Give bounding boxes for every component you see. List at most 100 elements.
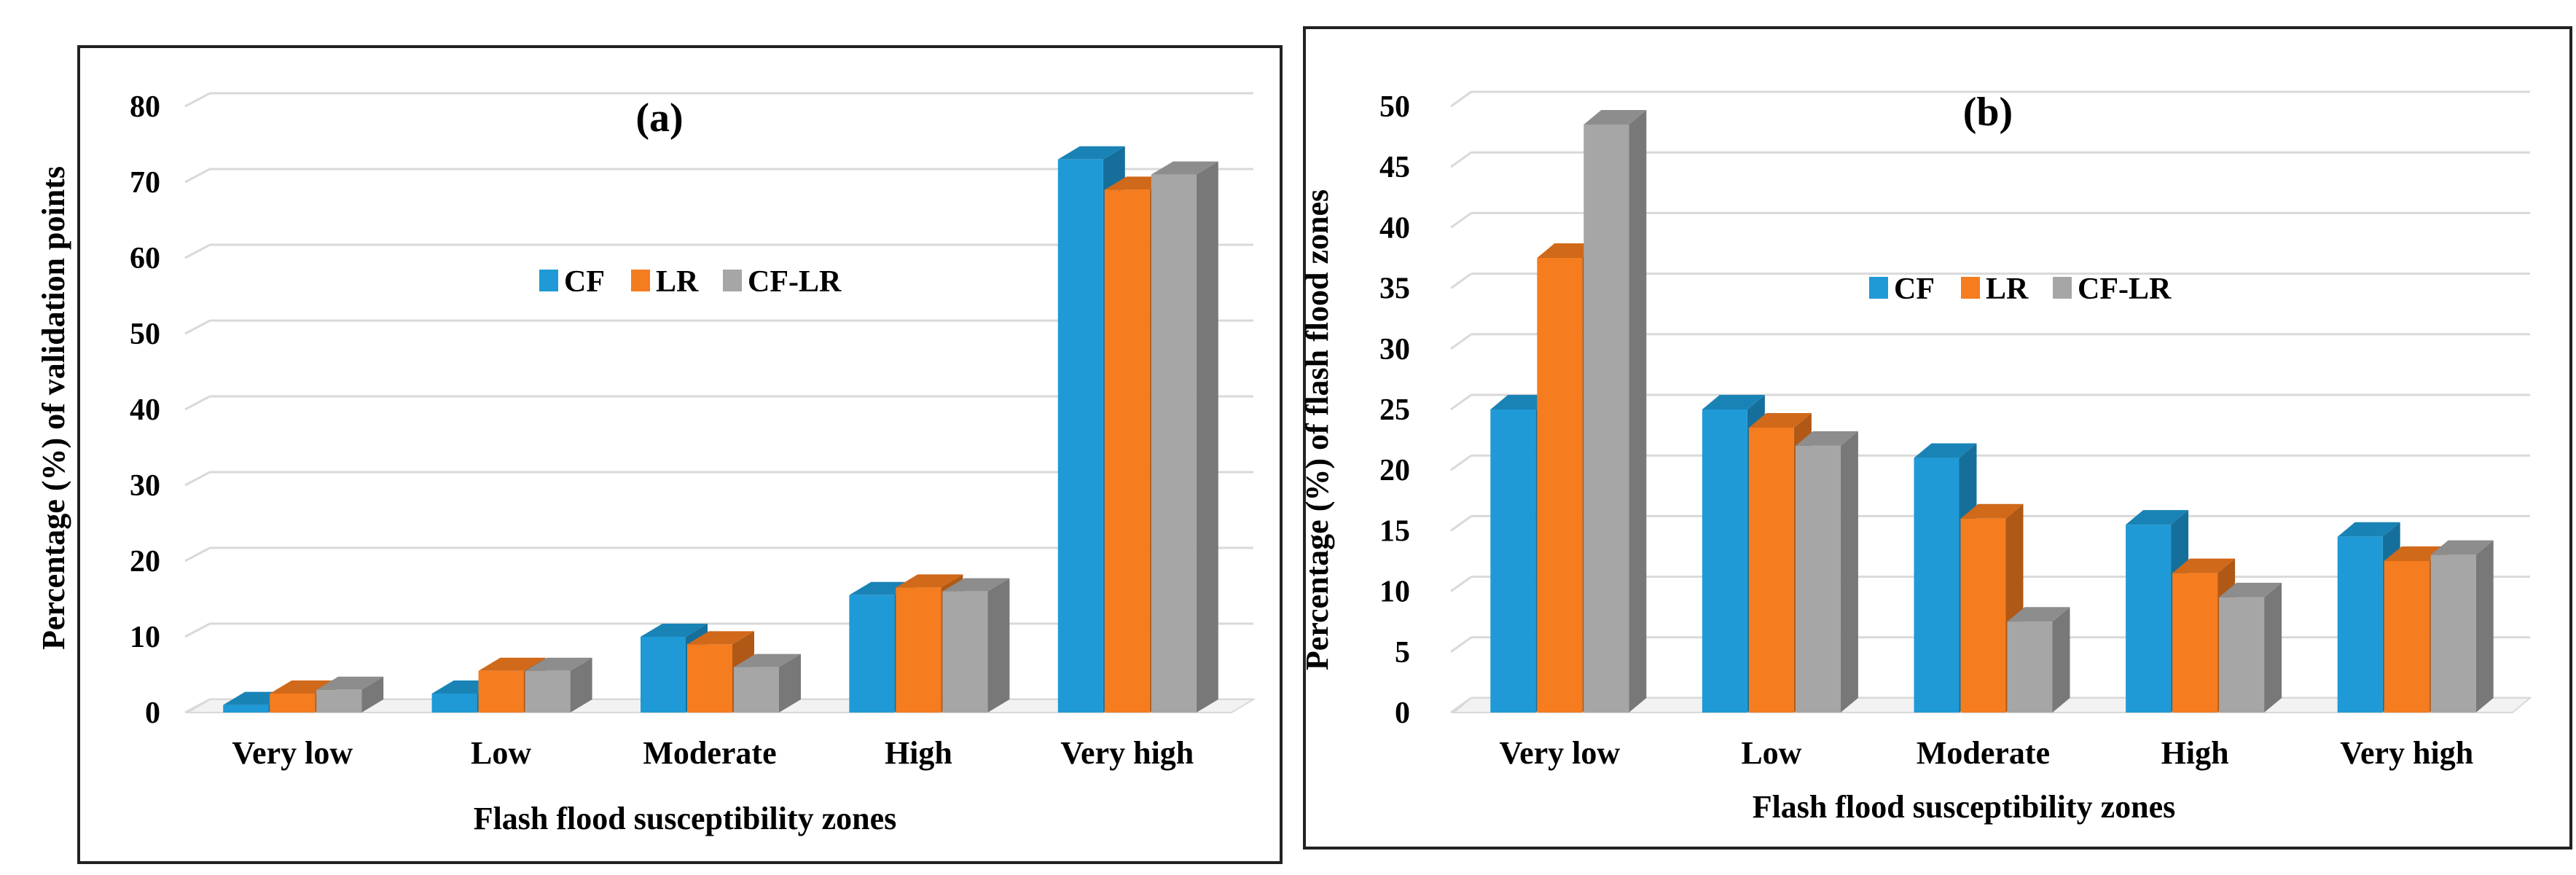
bar-front-face (942, 591, 988, 713)
bar-front-face (1702, 409, 1747, 713)
bar-top-face (478, 657, 546, 671)
panel-b-legend-label-cf-lr: CF-LR (2078, 272, 2172, 306)
bar-front-face (1914, 458, 1960, 713)
panel-b-y-tick-label: 15 (1379, 514, 1410, 548)
bar-top-face (1795, 431, 1858, 446)
panel-a-bar-cf-lr-moderate (734, 654, 801, 713)
bar-top-face (2126, 510, 2189, 525)
panel-b-legend-swatch-lr (1961, 277, 1980, 299)
panel-b-y-tick-label: 25 (1379, 393, 1410, 427)
panel-a-gridline-side (184, 168, 211, 184)
panel-a-y-tick-label: 40 (130, 393, 160, 427)
panel-a-gridline-side (184, 395, 211, 411)
panel-b-bars (1490, 109, 2494, 713)
panel-b-x-tick-label: High (2161, 735, 2229, 771)
bar-front-face (2384, 561, 2430, 713)
bar-front-face (734, 667, 779, 713)
panel-b-y-tick-label: 30 (1379, 333, 1410, 366)
bar-front-face (1537, 258, 1583, 713)
panel-b-legend-label-cf: CF (1894, 272, 1935, 306)
bar-side-face (2264, 582, 2282, 713)
panel-a-bar-cf-lr-very-low (316, 676, 384, 713)
panel-a-gridline-side (184, 471, 211, 487)
panel-a-legend-swatch-cf-lr (723, 270, 742, 291)
panel-a-legend-label-cf-lr: CF-LR (748, 265, 842, 299)
panel-b-bar-cf-lr-moderate (2007, 607, 2070, 713)
bar-top-face (2219, 582, 2282, 597)
bar-top-face (1748, 412, 1812, 428)
bar-side-face (361, 676, 384, 713)
panel-a-x-tick-label: Moderate (643, 735, 776, 771)
panel-b-title: (b) (1963, 90, 2013, 135)
panel-b-gridline-side (1450, 90, 1472, 108)
panel-a-gridline-side (184, 243, 211, 259)
bar-top-face (1151, 161, 1218, 175)
bar-top-face (525, 657, 592, 671)
bar-top-face (734, 654, 801, 667)
bar-front-face (525, 670, 571, 713)
bar-front-face (2007, 621, 2053, 713)
bar-side-face (1196, 161, 1218, 713)
panel-a-bar-cf-lr-high (942, 578, 1010, 713)
bar-front-face (431, 694, 477, 713)
panel-b-x-tick-label: Low (1741, 735, 1801, 771)
bar-side-face (2052, 607, 2070, 713)
panel-b-y-axis-label: Percentage (%) of flash flood zones (1299, 189, 1335, 670)
bar-top-face (1583, 109, 1647, 125)
panel-a-x-axis-label: Flash flood susceptibility zones (474, 801, 897, 836)
panel-a-legend-swatch-cf (539, 270, 558, 291)
panel-a-title: (a) (635, 95, 683, 141)
bar-side-face (1840, 431, 1858, 713)
bar-front-face (1748, 427, 1794, 713)
bar-front-face (1795, 445, 1841, 713)
panel-b-gridline-side (1450, 212, 1472, 229)
bar-front-face (2126, 525, 2172, 713)
bar-side-face (779, 654, 801, 713)
bar-front-face (1583, 124, 1629, 713)
bar-top-face (896, 574, 963, 588)
bar-top-face (2007, 607, 2070, 622)
bar-top-face (2430, 540, 2494, 555)
panel-a-chart: (a) Flash flood susceptibility zones Per… (36, 90, 1256, 836)
bar-front-face (223, 705, 269, 713)
bar-front-face (270, 694, 316, 713)
panel-a-x-tick-label: Very high (1060, 735, 1194, 771)
panel-a-bar-cf-lr-very-high (1151, 161, 1218, 713)
bar-front-face (1960, 518, 2006, 713)
bar-front-face (1057, 159, 1103, 713)
panel-a-x-tick-label: High (885, 735, 952, 771)
panel-b-legend-swatch-cf-lr (2053, 277, 2072, 299)
panel-a-gridline-side (184, 622, 211, 638)
bar-front-face (2430, 554, 2476, 713)
bar-front-face (478, 670, 524, 713)
bar-top-face (641, 624, 708, 637)
panel-b-y-tick-label: 0 (1395, 697, 1410, 730)
panel-b-bar-cf-lr-very-low (1583, 109, 1647, 713)
panel-b-y-tick-label: 5 (1395, 636, 1410, 670)
panel-b-gridline-side (1450, 636, 1472, 654)
bar-front-face (1104, 189, 1150, 713)
panel-a-gridline-side (184, 546, 211, 562)
bar-side-face (570, 657, 592, 713)
panel-b-y-tick-label: 45 (1379, 151, 1410, 184)
panel-a-y-tick-label: 50 (130, 318, 160, 351)
panel-b-legend-label-lr: LR (1986, 272, 2029, 306)
panel-b-gridline-side (1450, 393, 1472, 411)
panel-b-gridline-side (1450, 515, 1472, 532)
panel-a-y-tick-label: 60 (130, 242, 160, 275)
panel-b-gridline-side (1450, 576, 1472, 592)
bar-top-face (2337, 522, 2400, 537)
panel-a-y-axis-label: Percentage (%) of validation points (36, 166, 71, 650)
bar-top-face (942, 578, 1010, 592)
bar-side-face (2475, 540, 2494, 713)
panel-b-gridline-side (1450, 454, 1472, 471)
bar-front-face (896, 587, 941, 713)
panel-b-chart: (b) Flash flood susceptibility zones Per… (1299, 90, 2532, 825)
panel-a-y-tick-label: 10 (130, 621, 160, 654)
panel-b-x-tick-label: Very low (1499, 735, 1620, 771)
panel-a-legend-label-lr: LR (656, 265, 699, 299)
bar-front-face (849, 595, 895, 713)
panel-a-x-tick-label: Very low (232, 735, 353, 771)
panel-b-x-tick-label: Very high (2340, 735, 2473, 771)
panel-b-x-axis-label: Flash flood susceptibility zones (1753, 789, 2176, 825)
